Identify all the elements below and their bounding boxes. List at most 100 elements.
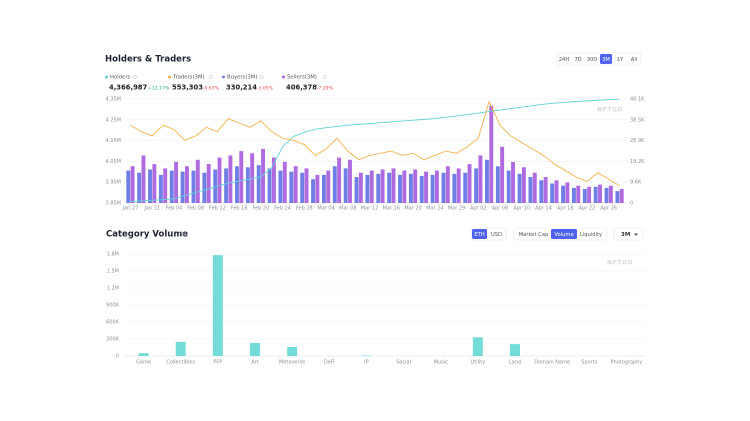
bar (576, 185, 581, 203)
bar (478, 155, 483, 203)
x-tick-label: Apr 02 (470, 206, 487, 212)
legend-info[interactable] (322, 75, 327, 79)
x-tick-label: Mar 24 (426, 206, 443, 212)
legend-value: 406,378 (286, 84, 317, 92)
x-tick-label: Jan 31 (143, 206, 160, 212)
legend-value: 330,214 (226, 84, 257, 92)
bar (174, 161, 179, 203)
legend-label: Traders(3M) (172, 75, 205, 81)
legend-value: 4,366,987 (109, 84, 148, 92)
x-tick-label: Jan 27 (122, 206, 139, 212)
range-button[interactable]: 24H (559, 57, 570, 63)
bar (217, 157, 222, 203)
bar (282, 161, 287, 203)
x-tick-label: Metaverse (279, 360, 305, 366)
bar (311, 179, 316, 203)
legend-marker (105, 75, 108, 79)
bar (511, 161, 515, 203)
x-tick-label: Utility (470, 360, 485, 366)
line (130, 98, 620, 203)
bar (184, 166, 189, 203)
metric-active[interactable] (551, 229, 577, 239)
x-tick-label: Apr 18 (557, 206, 574, 212)
x-tick-label: Mar 08 (339, 206, 356, 212)
bar (267, 168, 272, 203)
info-icon[interactable] (178, 231, 184, 237)
bar (271, 157, 276, 203)
range-button[interactable]: 3M (602, 57, 610, 63)
y2-tick-label: 9.6K (630, 180, 642, 186)
range-group (556, 52, 642, 66)
legend-label: Buyers(3M) (227, 75, 257, 81)
x-tick-label: PFP (213, 360, 222, 366)
y2-tick-label: 38.5K (630, 117, 645, 123)
bar (343, 168, 348, 203)
bar (206, 164, 211, 203)
x-tick-label: Collectibles (166, 360, 195, 366)
bar (141, 155, 146, 203)
x-tick-label: DeFi (324, 360, 335, 366)
bar (195, 159, 200, 203)
x-tick-label: Mar 16 (383, 206, 400, 212)
currency-active[interactable] (472, 229, 487, 239)
bar (489, 105, 494, 203)
period-label[interactable]: 3M (621, 232, 630, 238)
bar (441, 172, 446, 203)
bar (191, 170, 196, 203)
range-button[interactable]: 1Y (617, 57, 624, 63)
bar (148, 169, 152, 203)
x-tick-label: Feb 20 (252, 206, 269, 212)
bar (539, 180, 544, 203)
bar (138, 353, 149, 356)
bar (424, 171, 429, 203)
line (130, 100, 620, 187)
metric-button[interactable]: Market Cap (519, 232, 549, 238)
bar (434, 170, 439, 203)
x-tick-label: Apr 14 (535, 206, 552, 212)
dropdown-arrow (634, 233, 638, 236)
bar (228, 155, 233, 203)
legend-change: -7.29% (317, 86, 334, 92)
y-tick-label: 4.05M (106, 159, 121, 165)
currency-button[interactable]: USD (491, 232, 502, 238)
bar (130, 166, 135, 203)
range-button[interactable]: 30D (587, 57, 598, 63)
legend-info[interactable] (133, 75, 137, 79)
range-button[interactable]: All (631, 57, 637, 63)
y-tick-label: 1.5M (107, 269, 119, 275)
bar (391, 168, 396, 203)
currency-button[interactable]: ETH (474, 232, 484, 238)
bar (354, 177, 359, 203)
legend-marker (168, 75, 171, 79)
bar (321, 174, 326, 203)
bar (250, 153, 255, 203)
legend-marker (282, 75, 285, 79)
bar (369, 170, 374, 203)
bar (304, 168, 309, 203)
period-dropdown[interactable] (613, 227, 644, 241)
x-tick-label: Feb 04 (166, 206, 183, 212)
bar (235, 166, 239, 203)
bar (202, 172, 207, 203)
bar (472, 337, 483, 356)
x-tick-label: Art (251, 360, 258, 366)
bar (532, 172, 537, 203)
legend-info[interactable] (208, 75, 213, 79)
bar (224, 168, 229, 203)
metric-button[interactable]: Liquidity (580, 232, 602, 238)
y-tick-label: 1.2M (107, 286, 119, 292)
range-button[interactable]: 7D (574, 57, 581, 63)
x-tick-label: Domain Name (534, 360, 570, 366)
x-tick-label: Feb 16 (231, 206, 248, 212)
bar (137, 172, 142, 203)
legend-info[interactable] (259, 75, 264, 79)
range-button-active[interactable] (600, 54, 612, 64)
metric-button[interactable]: Volume (554, 232, 573, 238)
bar (565, 182, 570, 203)
bar (163, 168, 168, 203)
bar (571, 187, 576, 203)
x-tick-label: Social (396, 360, 411, 366)
bar (332, 166, 337, 203)
bar (510, 344, 520, 356)
bar (278, 170, 283, 203)
